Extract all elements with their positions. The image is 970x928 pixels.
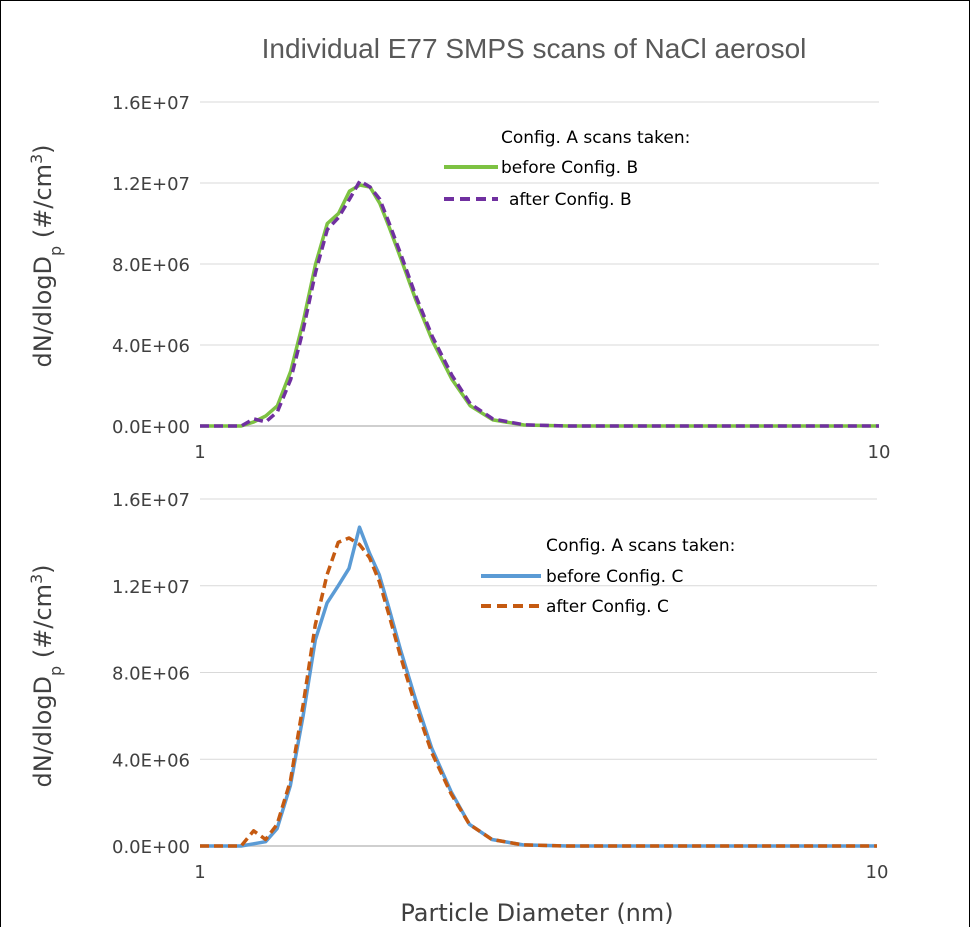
bottom-legend: Config. A scans taken: before Config. C … xyxy=(481,536,735,617)
bottom-legend-title: Config. A scans taken: xyxy=(546,536,735,556)
y-tick-label: 8.0E+06 xyxy=(112,255,190,276)
y-tick-label: 0.0E+00 xyxy=(112,837,190,858)
bottom-x-axis-ticks: 1 10 xyxy=(194,862,888,883)
y-tick-label: 1.2E+07 xyxy=(112,174,190,195)
bottom-y-axis-ticks: 0.0E+00 4.0E+06 8.0E+06 1.2E+07 1.6E+07 xyxy=(112,490,190,858)
top-plot-grid xyxy=(200,101,879,427)
y-tick-label: 1.6E+07 xyxy=(112,93,190,114)
y-tick-label: 1.2E+07 xyxy=(112,577,190,598)
legend-label-before-config-c: before Config. C xyxy=(546,567,683,587)
bottom-plot-grid xyxy=(200,498,877,847)
x-tick-label: 1 xyxy=(194,442,205,463)
x-tick-label: 1 xyxy=(194,862,205,883)
top-legend: Config. A scans taken: before Config. B … xyxy=(444,128,690,210)
y-tick-label: 0.0E+00 xyxy=(112,417,190,438)
series-line-before-config-b xyxy=(200,183,879,428)
top-y-axis-ticks: 0.0E+00 4.0E+06 8.0E+06 1.2E+07 1.6E+07 xyxy=(112,93,190,438)
y-tick-label: 8.0E+06 xyxy=(112,664,190,685)
series-line-after-config-c xyxy=(200,536,877,848)
bottom-y-axis-label: dN/dlogDp (#/cm3) xyxy=(27,564,65,787)
x-axis-label: Particle Diameter (nm) xyxy=(400,899,673,927)
legend-label-before-config-b: before Config. B xyxy=(501,158,638,178)
x-tick-label: 10 xyxy=(868,442,891,463)
legend-label-after-config-c: after Config. C xyxy=(546,597,669,617)
x-tick-label: 10 xyxy=(866,862,889,883)
y-tick-label: 1.6E+07 xyxy=(112,490,190,511)
top-x-axis-ticks: 1 10 xyxy=(194,442,890,463)
chart-title: Individual E77 SMPS scans of NaCl aeroso… xyxy=(262,33,807,64)
bottom-plot-series xyxy=(200,525,877,848)
series-line-after-config-b xyxy=(200,179,879,428)
legend-label-after-config-b: after Config. B xyxy=(509,190,632,210)
y-tick-label: 4.0E+06 xyxy=(112,750,190,771)
top-y-axis-label: dN/dlogDp (#/cm3) xyxy=(27,144,65,367)
top-legend-title: Config. A scans taken: xyxy=(501,128,690,148)
y-tick-label: 4.0E+06 xyxy=(112,336,190,357)
top-plot-series xyxy=(200,179,879,428)
